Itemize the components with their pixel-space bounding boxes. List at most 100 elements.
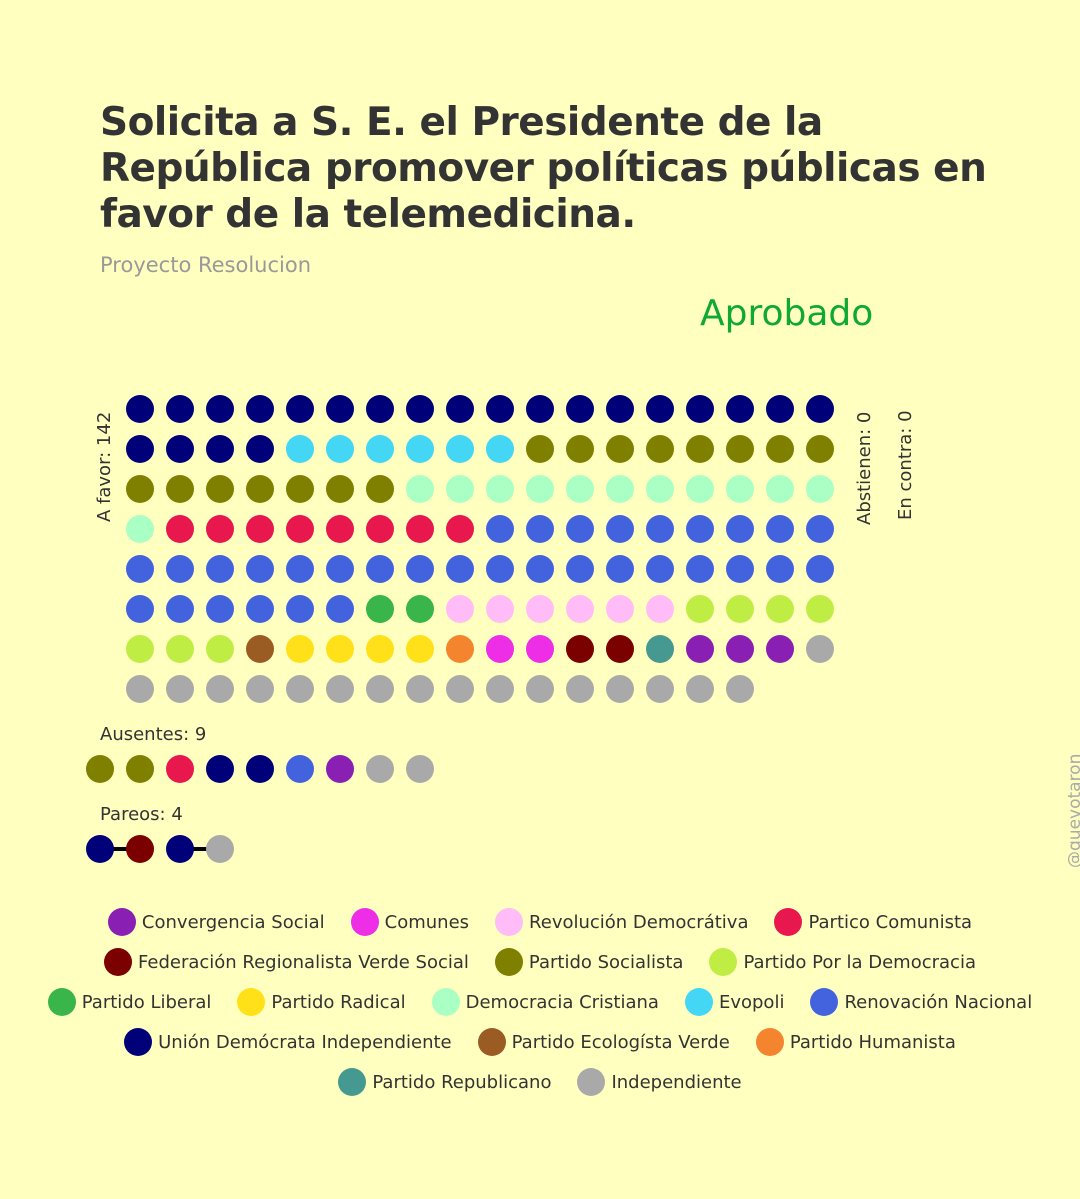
vote-dot-evo — [366, 435, 394, 463]
vote-dot-rn — [526, 555, 554, 583]
vote-dot-evo — [486, 435, 514, 463]
legend-swatch-icon — [431, 988, 460, 1016]
legend-swatch-icon — [104, 948, 132, 976]
legend-swatch-icon — [237, 988, 266, 1016]
legend-label: Federación Regionalista Verde Social — [138, 951, 469, 973]
vote-dot-rn — [246, 595, 274, 623]
legend-label: Revolución Democrátiva — [529, 911, 749, 933]
vote-dot-ps — [726, 435, 754, 463]
vote-dot-rd — [446, 595, 474, 623]
ausente-dot-udi — [206, 755, 234, 783]
vote-dot-udi — [486, 395, 514, 423]
ausentes-label: Ausentes: 9 — [100, 724, 207, 745]
page-subtitle: Proyecto Resolucion — [100, 253, 312, 277]
vote-dot-rn — [326, 595, 354, 623]
vote-dot-rn — [166, 595, 194, 623]
vote-dot-ph — [446, 635, 474, 663]
vote-dot-udi — [526, 395, 554, 423]
vote-dot-dc — [446, 475, 474, 503]
vote-dot-ppd — [686, 595, 714, 623]
vote-dot-pl — [366, 595, 394, 623]
vote-dot-pr — [286, 635, 314, 663]
vote-dot-udi — [206, 435, 234, 463]
legend-swatch-icon — [350, 908, 379, 936]
vote-dot-ind — [246, 675, 274, 703]
vote-dot-dc — [406, 475, 434, 503]
ausente-dot-ind — [406, 755, 434, 783]
vote-dot-cs — [766, 635, 794, 663]
vote-dot-evo — [406, 435, 434, 463]
vote-dot-ind — [646, 675, 674, 703]
vote-dot-rn — [646, 555, 674, 583]
vote-dot-pc — [246, 515, 274, 543]
pareos-label: Pareos: 4 — [100, 804, 183, 825]
legend-item-pev: Partido Ecologísta Verde — [477, 1028, 730, 1056]
vote-dot-pr — [406, 635, 434, 663]
vote-dot-frvs — [566, 635, 594, 663]
vote-dot-rn — [446, 555, 474, 583]
legend-label: Unión Demócrata Independiente — [158, 1031, 452, 1053]
vote-dot-ps — [606, 435, 634, 463]
legend-item-com: Comunes — [350, 908, 469, 936]
vote-dot-rn — [686, 515, 714, 543]
vote-dot-rn — [486, 515, 514, 543]
vote-dot-pc — [166, 515, 194, 543]
vote-dot-dc — [766, 475, 794, 503]
ausente-dot-ind — [366, 755, 394, 783]
ausente-dot-ps — [126, 755, 154, 783]
legend-label: Partido Radical — [271, 991, 406, 1013]
vote-dot-ind — [206, 675, 234, 703]
vote-dot-rn — [286, 595, 314, 623]
vote-dot-ind — [606, 675, 634, 703]
legend-swatch-icon — [577, 1068, 606, 1096]
vote-dot-udi — [646, 395, 674, 423]
vote-dot-ps — [566, 435, 594, 463]
party-legend: Convergencia Social Comunes Revolución Dem… — [20, 908, 1060, 1096]
vote-dot-udi — [246, 395, 274, 423]
legend-label: Partido Socialista — [528, 951, 684, 973]
vote-dot-ind — [166, 675, 194, 703]
legend-item-cs: Convergencia Social — [107, 908, 325, 936]
vote-dot-dc — [806, 475, 834, 503]
vote-dot-ind — [686, 675, 714, 703]
vote-dot-rn — [526, 515, 554, 543]
legend-swatch-icon — [495, 908, 524, 936]
vote-dot-pev — [246, 635, 274, 663]
ausente-dot-udi — [246, 755, 274, 783]
vote-dot-rn — [606, 515, 634, 543]
vote-dot-ps — [126, 475, 154, 503]
vote-dot-udi — [766, 395, 794, 423]
vote-dot-udi — [206, 395, 234, 423]
ausente-dot-ps — [86, 755, 114, 783]
vote-dot-dc — [606, 475, 634, 503]
vote-dot-rn — [646, 515, 674, 543]
vote-dot-rn — [766, 515, 794, 543]
vote-dot-dc — [566, 475, 594, 503]
vote-dot-ps — [366, 475, 394, 503]
vote-dot-ind — [126, 675, 154, 703]
legend-label: Renovación Nacional — [844, 991, 1033, 1013]
vote-dot-pl — [406, 595, 434, 623]
vote-dot-rn — [606, 555, 634, 583]
vote-dot-dc — [726, 475, 754, 503]
vote-dot-rn — [766, 555, 794, 583]
legend-swatch-icon — [755, 1028, 784, 1056]
vote-dot-ind — [486, 675, 514, 703]
legend-label: Independiente — [611, 1071, 742, 1093]
vote-dot-rn — [366, 555, 394, 583]
vote-dot-rn — [246, 555, 274, 583]
legend-item-pl: Partido Liberal — [47, 988, 212, 1016]
legend-label: Partido Liberal — [81, 991, 212, 1013]
vote-dot-rd — [486, 595, 514, 623]
vote-dot-ppd — [806, 595, 834, 623]
vote-dot-rn — [806, 515, 834, 543]
legend-item-evo: Evopoli — [684, 988, 784, 1016]
vote-dot-udi — [406, 395, 434, 423]
vote-dot-rn — [326, 555, 354, 583]
ausente-dot-cs — [326, 755, 354, 783]
vote-dot-ps — [286, 475, 314, 503]
vote-dot-pr — [326, 635, 354, 663]
legend-swatch-icon — [709, 948, 738, 976]
vote-dot-ps — [326, 475, 354, 503]
vote-dot-pc — [406, 515, 434, 543]
